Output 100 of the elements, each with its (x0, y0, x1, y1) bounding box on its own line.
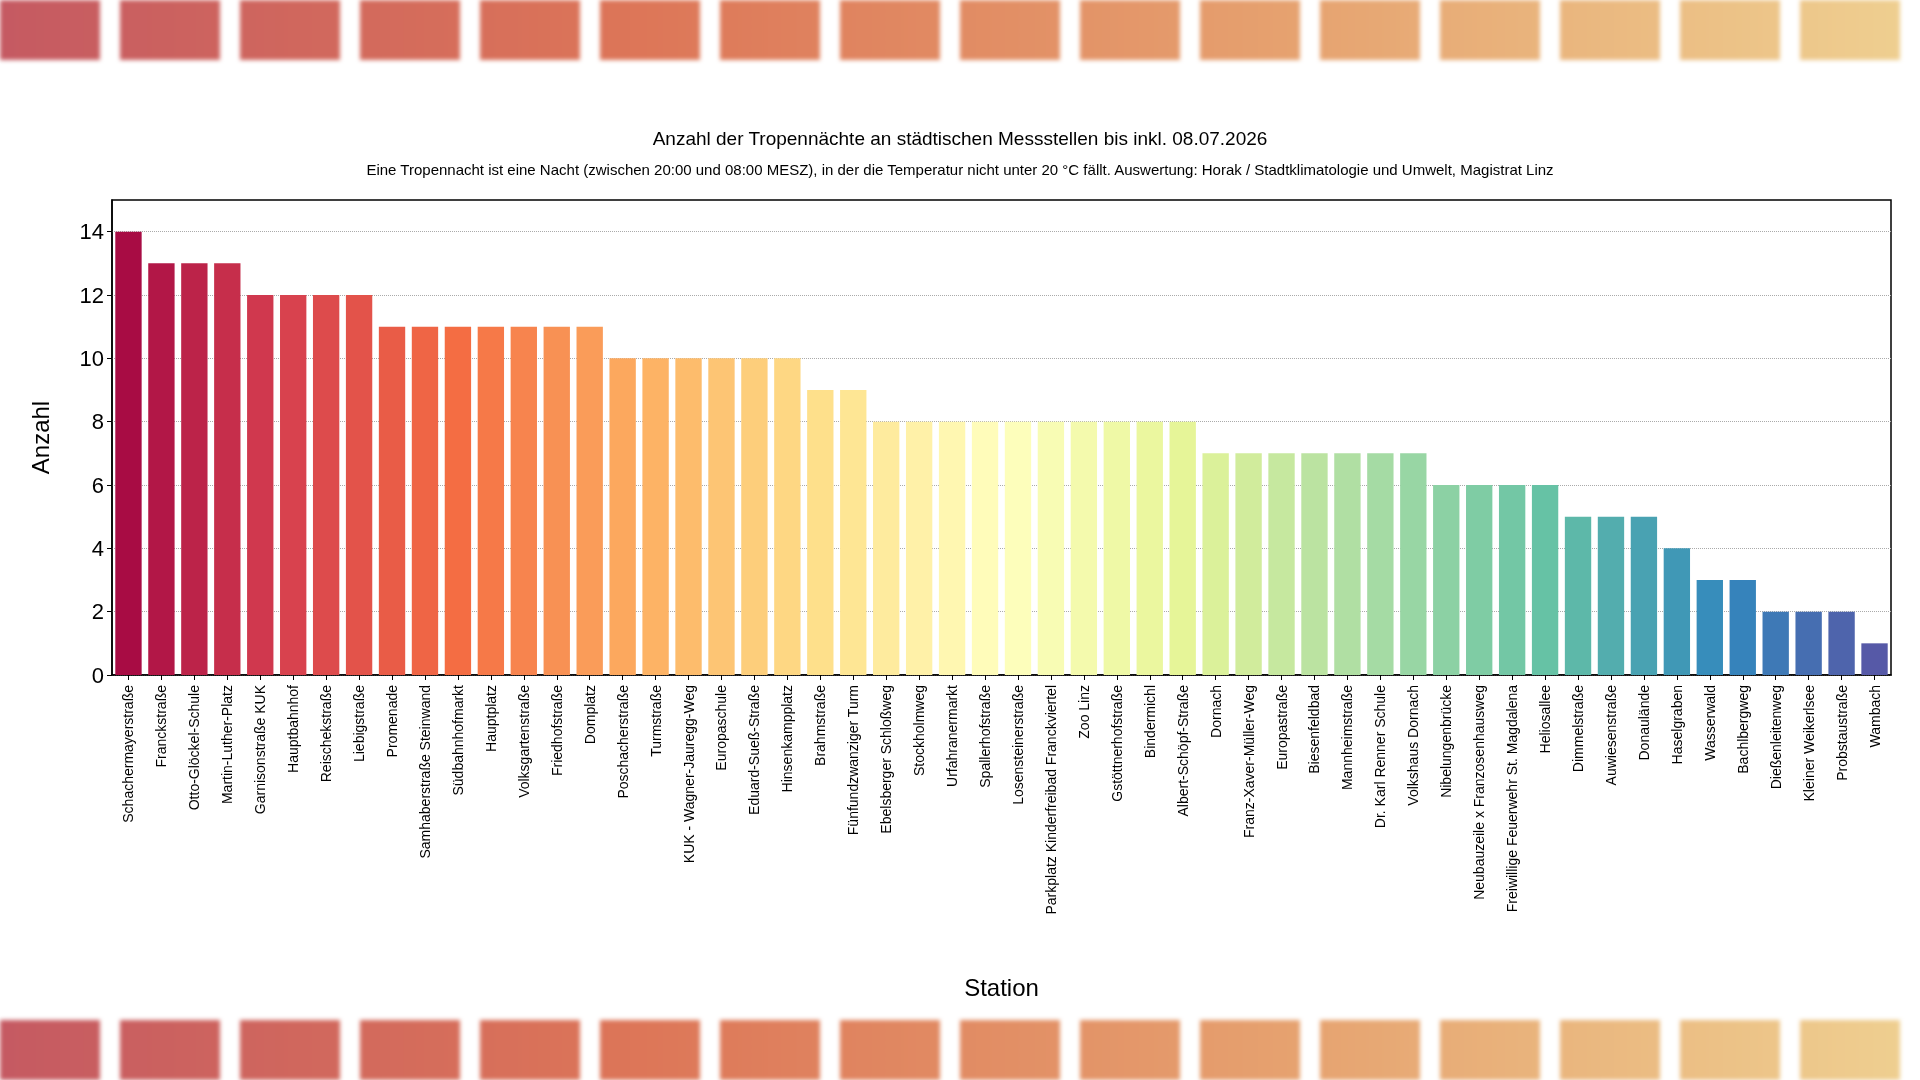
x-tick-label: Probstaustraße (1833, 684, 1850, 781)
bar (214, 263, 241, 675)
bar (708, 358, 735, 675)
x-tick-label: Franz-Xaver-Müller-Weg (1240, 685, 1257, 838)
y-tick-label: 8 (91, 409, 104, 435)
bar (1268, 453, 1295, 675)
x-tick-label: Stockholmweg (911, 685, 928, 777)
bar (1169, 421, 1196, 675)
bar (576, 326, 603, 675)
bar (675, 358, 702, 675)
x-tick-label: Poschacherstraße (614, 684, 631, 799)
bar (1828, 611, 1855, 675)
x-tick-label: Otto-Glöckel-Schule (186, 684, 203, 811)
x-tick-label: Losensteinerstraße (1009, 684, 1026, 805)
bar (148, 263, 175, 675)
bar (905, 421, 933, 675)
y-tick-label: 4 (91, 535, 104, 561)
x-tick-label: Volksgartenstraße (515, 684, 532, 798)
y-tick-label: 0 (91, 662, 104, 688)
bar (807, 390, 834, 675)
x-tick-label: Fünfundzwanziger Turm (845, 685, 862, 836)
x-tick-label: Bachlbergweg (1734, 685, 1751, 774)
x-tick-label: Zoo Linz (1075, 685, 1092, 739)
bar (1531, 485, 1559, 675)
bar (345, 295, 373, 675)
bar (1235, 453, 1262, 675)
x-tick-label: Dornach (1207, 685, 1224, 738)
x-tick-label: Martin-Luther-Platz (219, 685, 236, 805)
bar (378, 326, 406, 675)
bar (1334, 453, 1361, 675)
bar (1729, 580, 1756, 675)
bar (411, 326, 439, 675)
x-tick-label: Hauptbahnhof (285, 684, 302, 773)
x-tick-label: Europaschule (713, 684, 730, 771)
x-tick-label: Samhaberstraße Steinwand (416, 685, 433, 859)
x-tick-label: Spallerhofstraße (977, 684, 994, 788)
bar (1663, 548, 1691, 675)
bar (115, 231, 142, 675)
bar (1103, 421, 1130, 675)
x-tick-label: Dr. Karl Renner Schule (1372, 684, 1389, 829)
bar (642, 358, 669, 675)
bar (873, 421, 900, 675)
bar (938, 421, 966, 675)
bar (1202, 453, 1229, 675)
bar (1597, 516, 1625, 675)
bar (312, 295, 340, 675)
bar (1795, 611, 1822, 675)
y-tick-label: 6 (91, 472, 104, 498)
bar (543, 326, 570, 675)
bar (1564, 516, 1592, 675)
bar (1400, 453, 1427, 675)
bar (774, 358, 801, 675)
bar (477, 326, 505, 675)
x-tick-label: Heliosallee (1537, 684, 1554, 754)
x-tick-label: Auwiesenstraße (1602, 684, 1619, 786)
x-tick-label: Reischekstraße (318, 684, 335, 783)
bar (741, 358, 768, 675)
x-tick-label: Bindermichl (1141, 685, 1158, 759)
x-tick-label: Kleiner Weikerlsee (1800, 684, 1817, 802)
x-tick-label: Hauptplatz (482, 685, 499, 752)
x-tick-label: Franckstraße (153, 684, 170, 768)
x-tick-label: Dießenleitenweg (1767, 685, 1784, 790)
bar (1367, 453, 1394, 675)
bar (247, 295, 274, 675)
x-tick-label: KUK - Wagner-Jauregg-Weg (680, 685, 697, 864)
x-tick-label: Domplatz (581, 685, 598, 745)
x-tick-label: Ebelsberger Schloßweg (878, 685, 895, 834)
x-tick-label: Turmstraße (647, 684, 664, 757)
chart-title: Anzahl der Tropennächte an städtischen Messstellen bis inkl. 08.07.2026 (652, 128, 1268, 149)
x-tick-label: Volkshaus Dornach (1405, 685, 1422, 806)
bar (971, 421, 999, 675)
x-tick-label: Nibelungenbrücke (1438, 684, 1455, 798)
y-tick-label: 10 (79, 345, 104, 371)
x-tick-label: Europastraße (1273, 684, 1290, 770)
bar (1070, 421, 1098, 675)
x-axis-title: Station (964, 973, 1039, 1001)
chart-subtitle: Eine Tropennacht ist eine Nacht (zwischen 20:00 und 08:00 MESZ), in der die Temperatur nicht unter 20 °C fällt. Auswertung: Horak / Stadtklimatologie und Umwelt, Magistrat Linz (366, 161, 1554, 178)
x-tick-label: Neubauzeile x Franzosenhausweg (1471, 685, 1488, 900)
x-tick-label: Dimmelstraße (1570, 684, 1587, 773)
bar (1037, 421, 1065, 675)
x-tick-label: Promenade (384, 684, 401, 758)
bar (1136, 421, 1163, 675)
bar (1696, 580, 1723, 675)
bar (1301, 453, 1328, 675)
bar (510, 326, 537, 675)
x-tick-label: Haselgraben (1668, 685, 1685, 765)
bar (1004, 421, 1032, 675)
x-tick-label: Parkplatz Kinderfreibad Franckviertel (1042, 685, 1059, 915)
bar (840, 390, 867, 675)
bar (1498, 485, 1526, 675)
bar (181, 263, 208, 675)
bar (1466, 485, 1493, 675)
x-tick-label: Brahmstraße (812, 684, 829, 766)
x-tick-label: Schachermayerstraße (120, 684, 137, 823)
x-tick-label: Freiwillige Feuerwehr St. Magdalena (1504, 684, 1521, 913)
y-tick-label: 14 (79, 219, 104, 245)
x-tick-label: Hinsenkampplatz (779, 685, 796, 793)
bar (1762, 611, 1789, 675)
x-tick-label: Friedhofstraße (548, 684, 565, 777)
x-tick-label: Wambach (1866, 685, 1883, 748)
